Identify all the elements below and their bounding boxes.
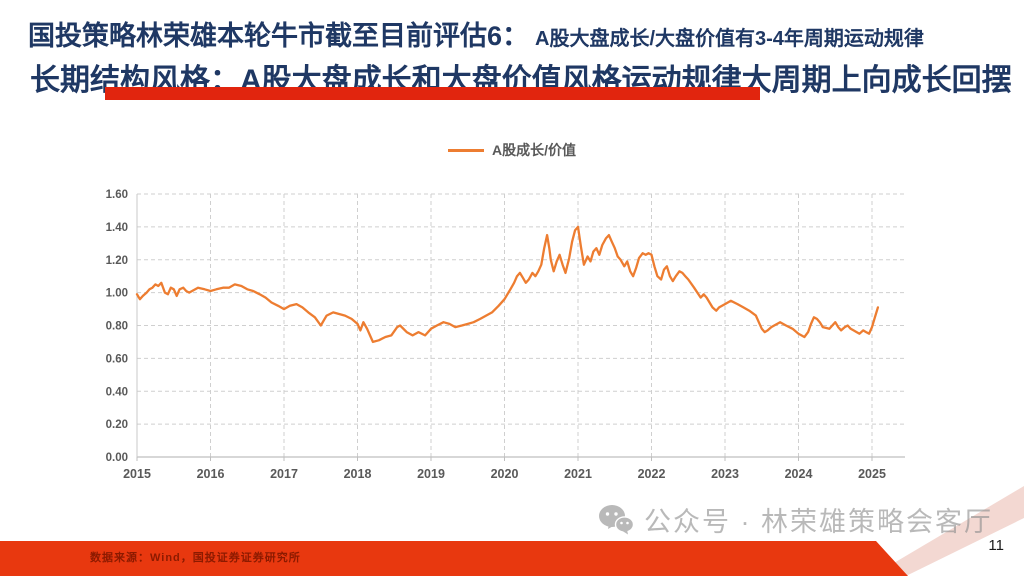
chart-legend: A股成长/价值 xyxy=(0,140,1024,160)
wechat-icon xyxy=(599,504,634,534)
title-line1-sub: A股大盘成长/大盘价值有3-4年周期运动规律 xyxy=(535,28,924,50)
y-axis-labels: 0.00 0.20 0.40 0.60 0.80 1.00 1.20 1.40 1.60 xyxy=(106,189,128,464)
svg-text:2022: 2022 xyxy=(638,467,666,481)
svg-text:0.00: 0.00 xyxy=(106,452,128,464)
svg-text:1.20: 1.20 xyxy=(106,255,128,267)
watermark-text: 公众号 · 林荣雄策略会客厅 xyxy=(644,507,993,537)
svg-text:2024: 2024 xyxy=(785,467,813,481)
watermark: 公众号 · 林荣雄策略会客厅 xyxy=(598,500,993,539)
x-axis-ticks xyxy=(136,457,873,461)
svg-text:2020: 2020 xyxy=(491,467,519,481)
legend-line-swatch xyxy=(448,148,484,152)
svg-text:0.20: 0.20 xyxy=(106,419,128,431)
svg-text:2016: 2016 xyxy=(197,467,225,481)
x-axis-labels: 2015 2016 2017 2018 2019 2020 2021 2022 2023 2024… xyxy=(123,467,886,481)
title-red-underline xyxy=(105,87,760,100)
svg-text:1.60: 1.60 xyxy=(106,189,128,201)
page-number: 11 xyxy=(988,537,1004,554)
svg-text:2019: 2019 xyxy=(417,467,445,481)
svg-text:0.40: 0.40 xyxy=(106,386,128,398)
series-line-0 xyxy=(135,225,880,344)
svg-text:1.00: 1.00 xyxy=(106,288,128,300)
title-line1-main: 国投策略林荣雄本轮牛市截至目前评估6： xyxy=(28,21,530,51)
x-gridlines xyxy=(136,194,873,457)
svg-text:2023: 2023 xyxy=(711,467,739,481)
title-line1: 国投策略林荣雄本轮牛市截至目前评估6： A股大盘成长/大盘价值有3-4年周期运动规… xyxy=(0,14,1024,53)
svg-text:2021: 2021 xyxy=(564,467,592,481)
legend-label: A股成长/价值 xyxy=(492,142,576,158)
svg-text:2015: 2015 xyxy=(123,467,151,481)
footer-bar xyxy=(0,541,908,576)
svg-text:2017: 2017 xyxy=(270,467,298,481)
svg-text:1.40: 1.40 xyxy=(106,222,128,234)
svg-text:2025: 2025 xyxy=(858,467,886,481)
svg-text:2018: 2018 xyxy=(344,467,372,481)
y-gridlines xyxy=(137,193,905,425)
svg-text:0.80: 0.80 xyxy=(106,321,128,333)
svg-text:0.60: 0.60 xyxy=(106,353,128,365)
data-source-note: 数据来源：Wind，国投证券证券研究所 xyxy=(90,552,301,564)
